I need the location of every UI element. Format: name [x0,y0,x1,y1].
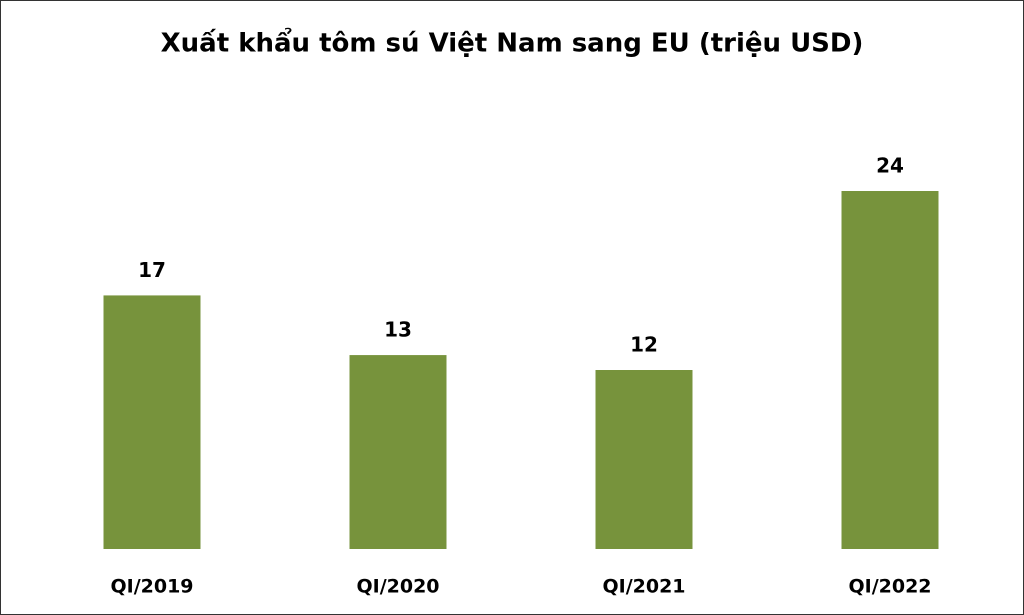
value-label: 13 [384,318,412,342]
bar [349,355,447,549]
value-label: 24 [876,154,904,178]
x-tick-label: QI/2022 [848,576,931,598]
bar [103,295,201,549]
value-label: 17 [138,258,166,282]
x-tick-label: QI/2020 [356,576,439,598]
value-label: 12 [630,333,658,357]
bar [595,370,693,549]
x-tick-label: QI/2019 [110,576,193,598]
bar [841,191,939,549]
x-tick-label: QI/2021 [602,576,685,598]
chart-title: Xuất khẩu tôm sú Việt Nam sang EU (triệu… [161,26,864,59]
